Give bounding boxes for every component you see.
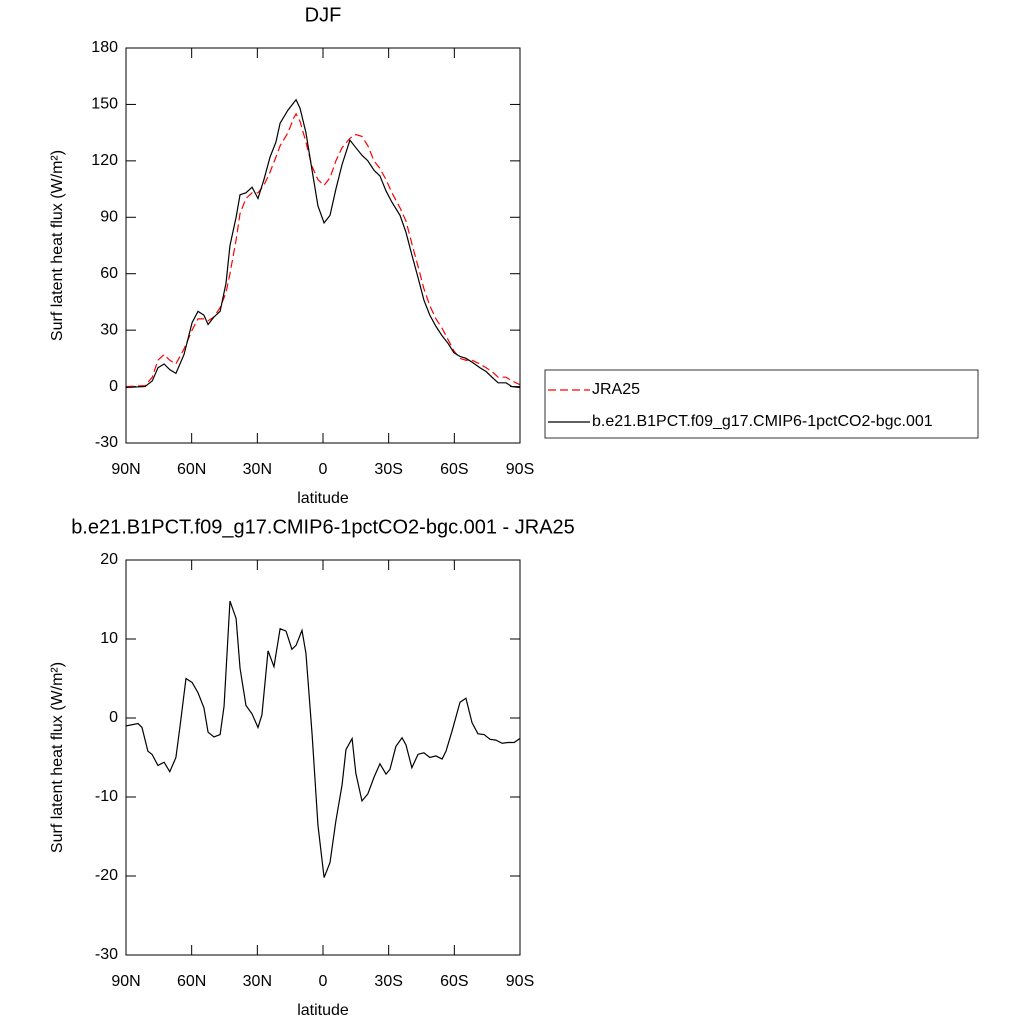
legend-label: JRA25 <box>592 381 640 398</box>
data-line <box>125 112 521 388</box>
x-tick-label: 0 <box>319 461 328 478</box>
plot-frame <box>125 47 521 444</box>
y-tick-label: 150 <box>91 96 118 113</box>
y-tick-label: 10 <box>100 630 118 647</box>
x-tick-label: 0 <box>319 973 328 990</box>
y-tick-label: 0 <box>109 709 118 726</box>
y-tick-label: -30 <box>95 946 118 963</box>
data-line <box>125 600 521 878</box>
x-tick-label: 60N <box>177 461 206 478</box>
legend-label: b.e21.B1PCT.f09_g17.CMIP6-1pctCO2-bgc.00… <box>592 413 933 430</box>
y-tick-label: 0 <box>109 378 118 395</box>
y-tick-label: -10 <box>95 788 118 805</box>
x-tick-label: 90S <box>506 973 534 990</box>
y-tick-label: 90 <box>100 209 118 226</box>
x-tick-label: 30N <box>243 973 272 990</box>
chart-title: b.e21.B1PCT.f09_g17.CMIP6-1pctCO2-bgc.00… <box>71 516 575 538</box>
x-tick-label: 60S <box>440 461 468 478</box>
x-tick-label: 60S <box>440 973 468 990</box>
data-line <box>125 98 521 389</box>
x-tick-label: 30S <box>374 973 402 990</box>
y-tick-label: -20 <box>95 867 118 884</box>
chart-title: DJF <box>305 4 342 26</box>
x-tick-label: 30S <box>374 461 402 478</box>
y-tick-label: 20 <box>100 551 118 568</box>
y-tick-label: 60 <box>100 265 118 282</box>
y-tick-label: -30 <box>95 434 118 451</box>
x-tick-label: 60N <box>177 973 206 990</box>
x-axis-label: latitude <box>297 490 349 507</box>
x-tick-label: 90N <box>111 973 140 990</box>
plot-frame <box>125 559 521 956</box>
y-tick-label: 30 <box>100 321 118 338</box>
x-tick-label: 90N <box>111 461 140 478</box>
y-axis-label: Surf latent heat flux (W/m²) <box>49 150 66 341</box>
x-tick-label: 90S <box>506 461 534 478</box>
y-tick-label: 180 <box>91 39 118 56</box>
y-tick-label: 120 <box>91 152 118 169</box>
x-tick-label: 30N <box>243 461 272 478</box>
y-axis-label: Surf latent heat flux (W/m²) <box>49 662 66 853</box>
x-axis-label: latitude <box>297 1002 349 1019</box>
legend-box <box>544 369 979 439</box>
